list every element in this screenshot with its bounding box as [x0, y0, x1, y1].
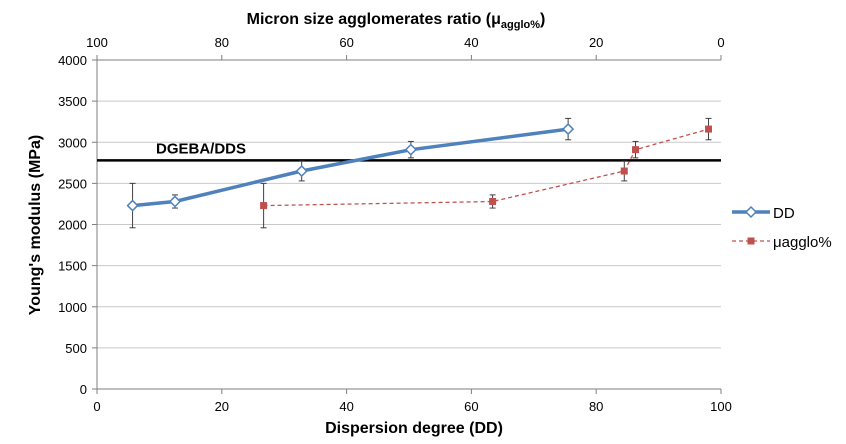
x-tick-label: 80: [589, 399, 603, 414]
legend-swatch-marker: [744, 205, 758, 219]
data-point: [260, 202, 268, 210]
data-point: [489, 197, 497, 205]
y-tick-label: 2500: [58, 176, 87, 191]
x-axis-title: Dispersion degree (DD): [325, 420, 503, 437]
y-tick-label: 2000: [58, 218, 87, 233]
y-axis-title: Young's modulus (MPa): [27, 135, 44, 315]
x2-axis-title: Micron size agglomerates ratio (μagglo%): [247, 11, 546, 31]
legend: DD μagglo%: [732, 205, 832, 251]
x2-tick-label: 100: [86, 35, 108, 50]
data-point: [620, 167, 628, 175]
y-tick-label: 1500: [58, 259, 87, 274]
y-tick-label: 500: [65, 341, 87, 356]
axes: [92, 55, 722, 394]
y-tick-label: 1000: [58, 300, 87, 315]
legend-swatch-marker: [747, 237, 755, 245]
x2-axis-title-end: ): [540, 11, 545, 28]
x2-tick-label: 40: [464, 35, 478, 50]
x2-axis-title-sub: agglo%: [501, 19, 540, 31]
y-tick-label: 3000: [58, 135, 87, 150]
data-point: [126, 199, 139, 212]
x2-axis-title-main: Micron size agglomerates ratio (μ: [247, 11, 501, 28]
data-point: [404, 143, 417, 156]
reference-line-group: DGEBA/DDS: [97, 140, 721, 162]
data-point: [562, 123, 575, 136]
data-point: [632, 146, 640, 154]
x-tick-label: 20: [215, 399, 229, 414]
x2-tick-labels: 100 80 60 40 20 0: [86, 35, 724, 50]
y-tick-label: 4000: [58, 53, 87, 68]
reference-line-label: DGEBA/DDS: [156, 140, 246, 157]
x-tick-labels: 0 20 40 60 80 100: [93, 399, 731, 414]
x2-tick-label: 80: [215, 35, 229, 50]
legend-label: DD: [773, 205, 795, 222]
y-tick-labels: 0 500 1000 1500 2000 2500 3000 3500 4000: [58, 53, 87, 397]
data-point: [295, 164, 308, 178]
x2-tick-label: 0: [717, 35, 724, 50]
data-point: [705, 125, 713, 133]
data-point: [168, 195, 182, 208]
x-tick-label: 60: [464, 399, 478, 414]
x-tick-label: 0: [93, 399, 100, 414]
y-tick-label: 3500: [58, 94, 87, 109]
series-magglo: [260, 117, 713, 229]
x-tick-label: 40: [339, 399, 353, 414]
x2-tick-label: 60: [339, 35, 353, 50]
series-group: [126, 117, 713, 229]
x2-tick-label: 20: [589, 35, 603, 50]
y-tick-label: 0: [80, 382, 87, 397]
series-dd: [126, 117, 575, 229]
gridlines: [97, 59, 721, 349]
legend-label: μagglo%: [773, 234, 832, 251]
x-tick-label: 100: [710, 399, 732, 414]
